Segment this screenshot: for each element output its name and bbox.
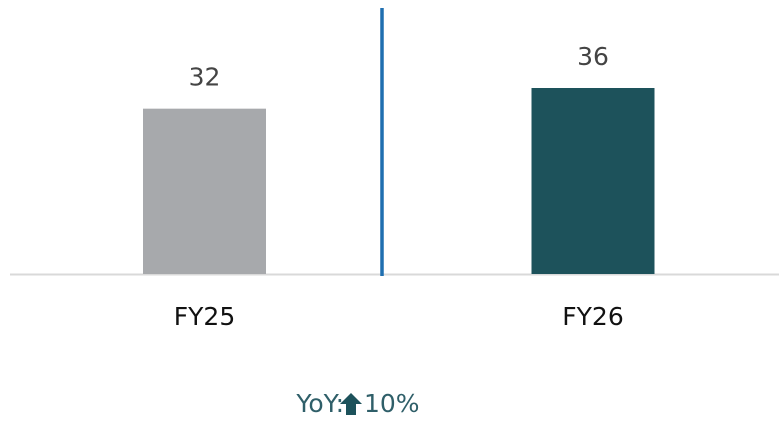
value-label: 36 [577, 42, 609, 71]
bar [143, 108, 266, 275]
x-tick-label: FY25 [174, 302, 235, 331]
yoy-change: 10% [364, 389, 420, 418]
yoy-label: YoY: [295, 389, 344, 418]
up-arrow [340, 393, 362, 415]
value-label: 32 [189, 63, 221, 92]
yoy-annotation: YoY: 10% [295, 389, 419, 418]
bar [531, 88, 655, 274]
x-tick-label: FY26 [562, 302, 623, 331]
